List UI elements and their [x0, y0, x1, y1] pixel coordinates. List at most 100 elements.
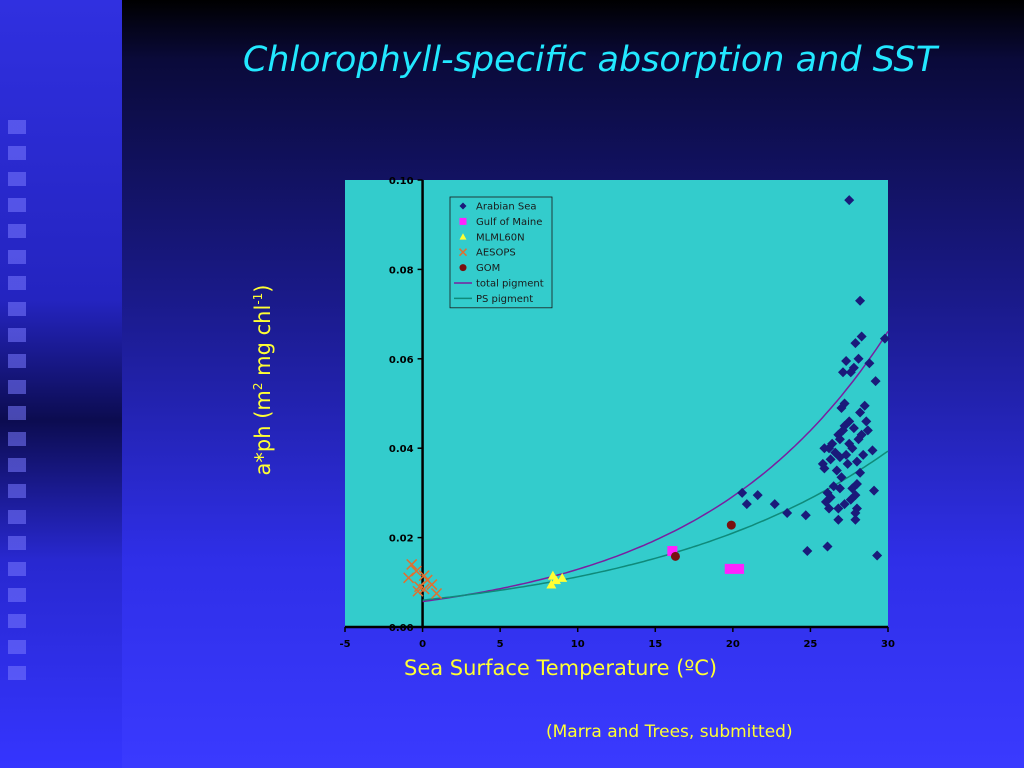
point-arabian-sea-69	[872, 550, 883, 561]
point-arabian-sea-3	[879, 333, 890, 344]
series-line-ps-pigment	[422, 450, 889, 601]
point-gulf-of-maine-1	[724, 563, 735, 574]
legend-label-mlml60n: MLML60N	[476, 232, 525, 243]
point-arabian-sea-31	[867, 445, 878, 456]
legend-label-gom: GOM	[476, 263, 500, 274]
point-arabian-sea-57	[833, 503, 844, 514]
legend-label-total-pigment: total pigment	[476, 279, 544, 290]
point-aesops-4	[403, 572, 415, 584]
point-arabian-sea-24	[834, 434, 845, 445]
point-arabian-sea-4	[850, 338, 861, 349]
point-arabian-sea-9	[845, 367, 856, 378]
point-arabian-sea-30	[847, 443, 858, 454]
legend-marker-arabian-sea	[459, 202, 467, 210]
point-arabian-sea-34	[858, 449, 869, 460]
point-arabian-sea-67	[822, 541, 833, 552]
point-aesops-8	[431, 587, 443, 600]
point-arabian-sea-2	[856, 331, 867, 342]
point-arabian-sea-52	[845, 494, 856, 505]
y-tick-label-3: 0.06	[389, 355, 414, 366]
point-arabian-sea-13	[836, 402, 847, 413]
point-arabian-sea-35	[834, 452, 845, 463]
legend-marker-aesops	[458, 248, 468, 257]
point-arabian-sea-46	[834, 483, 845, 494]
y-tick-label-1: 0.02	[389, 534, 414, 545]
point-aesops-9	[412, 585, 424, 597]
y-axis-title: a*ph (m2 mg chl-1)	[251, 285, 275, 476]
point-arabian-sea-23	[862, 425, 873, 436]
point-arabian-sea-7	[853, 353, 864, 364]
point-arabian-sea-48	[869, 485, 880, 496]
point-arabian-sea-60	[850, 514, 861, 525]
x-tick-label-4: 15	[648, 639, 662, 650]
point-arabian-sea-0	[844, 195, 855, 206]
point-arabian-sea-14	[859, 400, 870, 411]
point-arabian-sea-19	[848, 423, 859, 434]
point-mlml60n-3	[546, 579, 557, 589]
point-arabian-sea-37	[851, 456, 862, 467]
legend-label-aesops: AESOPS	[476, 248, 516, 259]
point-arabian-sea-11	[870, 376, 881, 387]
point-arabian-sea-5	[841, 356, 852, 367]
point-aesops-7	[418, 583, 430, 595]
point-arabian-sea-62	[752, 490, 763, 501]
point-aesops-0	[406, 558, 418, 570]
point-arabian-sea-42	[855, 467, 866, 478]
y-tick-label-2: 0.04	[389, 444, 414, 455]
legend-label-ps-pigment: PS pigment	[476, 294, 533, 305]
x-tick-label-3: 10	[571, 639, 585, 650]
point-arabian-sea-58	[850, 508, 861, 519]
point-mlml60n-1	[557, 572, 568, 582]
legend	[449, 196, 553, 309]
point-arabian-sea-18	[861, 416, 872, 427]
legend-marker-mlml60n	[459, 233, 467, 240]
point-arabian-sea-39	[842, 458, 853, 469]
y-tick-label-4: 0.08	[389, 265, 414, 276]
point-arabian-sea-61	[737, 487, 748, 498]
point-arabian-sea-68	[802, 546, 813, 557]
y-axis-title-part-1: a*ph (m	[251, 390, 275, 476]
left-decorative-strip	[0, 0, 122, 768]
x-axis-title: Sea Surface Temperature (ºC)	[404, 656, 718, 680]
point-arabian-sea-8	[864, 358, 875, 369]
point-aesops-5	[426, 579, 438, 591]
y-axis-title-part-3: )	[251, 284, 275, 293]
y-axis-title-part-2: mg chl	[251, 304, 275, 383]
point-arabian-sea-15	[855, 407, 866, 418]
point-arabian-sea-66	[800, 510, 811, 521]
point-arabian-sea-63	[741, 499, 752, 510]
point-gom-1	[726, 520, 736, 530]
point-gulf-of-maine-0	[667, 546, 678, 557]
x-tick-label-5: 20	[726, 639, 740, 650]
point-arabian-sea-41	[831, 465, 842, 476]
point-arabian-sea-40	[819, 463, 830, 474]
point-arabian-sea-64	[769, 499, 780, 510]
point-arabian-sea-43	[836, 472, 847, 483]
legend-label-gulf-of-maine: Gulf of Maine	[476, 217, 542, 228]
x-tick-label-0: -5	[339, 639, 350, 650]
point-arabian-sea-59	[833, 514, 844, 525]
point-gom-0	[670, 551, 680, 561]
y-axis-title-sup-2: -1	[251, 292, 265, 305]
point-arabian-sea-65	[782, 508, 793, 519]
point-arabian-sea-29	[824, 443, 835, 454]
x-tick-label-1: 0	[419, 639, 426, 650]
slide-title: Chlorophyll-specific absorption and SST	[242, 40, 938, 80]
y-tick-label-0: 0.00	[389, 623, 414, 634]
x-tick-label-7: 30	[881, 639, 895, 650]
x-tick-label-2: 5	[497, 639, 504, 650]
point-mlml60n-2	[550, 575, 561, 585]
y-axis-title-sup-1: 2	[251, 382, 265, 391]
point-arabian-sea-56	[824, 503, 835, 514]
point-arabian-sea-25	[853, 434, 864, 445]
plot-area	[345, 180, 888, 627]
point-gulf-of-maine-2	[734, 563, 745, 574]
legend-label-arabian-sea: Arabian Sea	[476, 202, 536, 213]
point-arabian-sea-1	[855, 295, 866, 306]
point-arabian-sea-54	[839, 499, 850, 510]
series-line-total-pigment	[422, 330, 889, 603]
decorative-squares	[8, 120, 26, 680]
legend-marker-gulf-of-maine	[459, 217, 467, 225]
x-tick-label-6: 25	[803, 639, 817, 650]
